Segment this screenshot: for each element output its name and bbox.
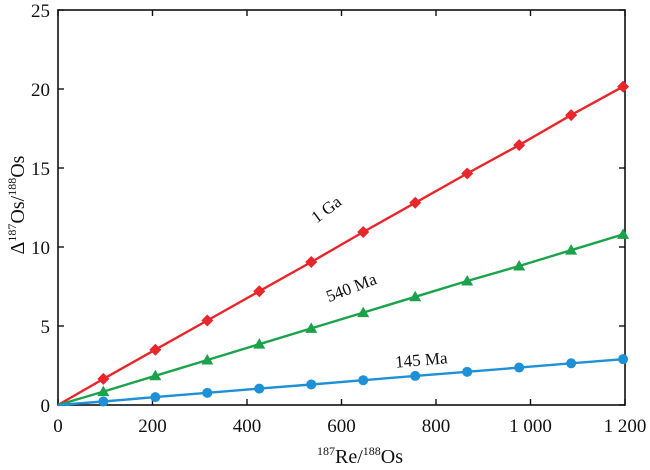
annotation-layer: 1 Ga 540 Ma 145 Ma xyxy=(308,192,449,372)
data-point xyxy=(618,354,629,365)
series-line-145-ma xyxy=(57,358,624,407)
data-point xyxy=(150,392,161,403)
x-tick-label: 1 000 xyxy=(509,416,552,437)
y-tick-label: 25 xyxy=(31,1,50,22)
series-label: 1 Ga xyxy=(308,192,346,227)
series-145-ma xyxy=(57,354,629,407)
series-label: 145 Ma xyxy=(394,348,448,372)
x-tick-label: 200 xyxy=(138,416,167,437)
data-point xyxy=(253,338,266,349)
data-point xyxy=(253,285,266,298)
y-tick-label: 0 xyxy=(41,396,51,417)
data-point xyxy=(97,385,110,397)
data-point xyxy=(201,314,214,327)
series-label: 540 Ma xyxy=(323,269,379,306)
data-point xyxy=(461,167,474,180)
series-layer xyxy=(57,80,630,407)
data-point xyxy=(98,396,109,407)
y-tick-label: 5 xyxy=(41,317,51,338)
data-point xyxy=(358,375,369,386)
x-axis-title: 187Re/188Os xyxy=(317,444,403,468)
x-tick-label: 600 xyxy=(327,416,356,437)
data-point xyxy=(566,358,577,369)
y-tick-label: 15 xyxy=(31,159,50,180)
series-540-ma xyxy=(57,228,630,407)
y-axis-title: Δ187Os/188Os xyxy=(5,155,29,254)
data-point xyxy=(565,109,578,122)
data-point xyxy=(462,366,473,377)
data-point xyxy=(149,343,162,356)
data-point xyxy=(97,372,110,385)
y-tick-label: 20 xyxy=(31,80,50,101)
data-point xyxy=(565,244,578,255)
data-point xyxy=(305,256,318,269)
data-point xyxy=(149,369,162,381)
y-tick-label: 10 xyxy=(31,238,50,259)
data-point xyxy=(514,362,525,373)
data-point xyxy=(201,353,214,365)
x-tick-label: 1 200 xyxy=(604,416,647,437)
data-point xyxy=(357,225,370,238)
data-point xyxy=(357,306,370,318)
data-point xyxy=(617,80,630,93)
data-point xyxy=(254,383,265,394)
data-point xyxy=(409,290,422,302)
data-point xyxy=(410,370,421,381)
data-point xyxy=(306,379,317,390)
axes: 0 200 400 600 800 1 000 1 200 0 5 10 15 20 25 xyxy=(31,1,646,437)
series-line-1-ga xyxy=(57,85,624,407)
x-tick-label: 800 xyxy=(422,416,451,437)
data-point xyxy=(617,228,630,239)
data-point xyxy=(461,274,474,286)
data-point xyxy=(513,139,526,152)
series-line-540-ma xyxy=(57,233,624,407)
data-point xyxy=(305,322,318,333)
x-tick-label: 0 xyxy=(53,416,63,437)
series-1-ga xyxy=(57,80,630,407)
data-point xyxy=(513,259,526,271)
data-point xyxy=(202,387,213,398)
x-tick-label: 400 xyxy=(233,416,262,437)
data-point xyxy=(409,196,422,209)
